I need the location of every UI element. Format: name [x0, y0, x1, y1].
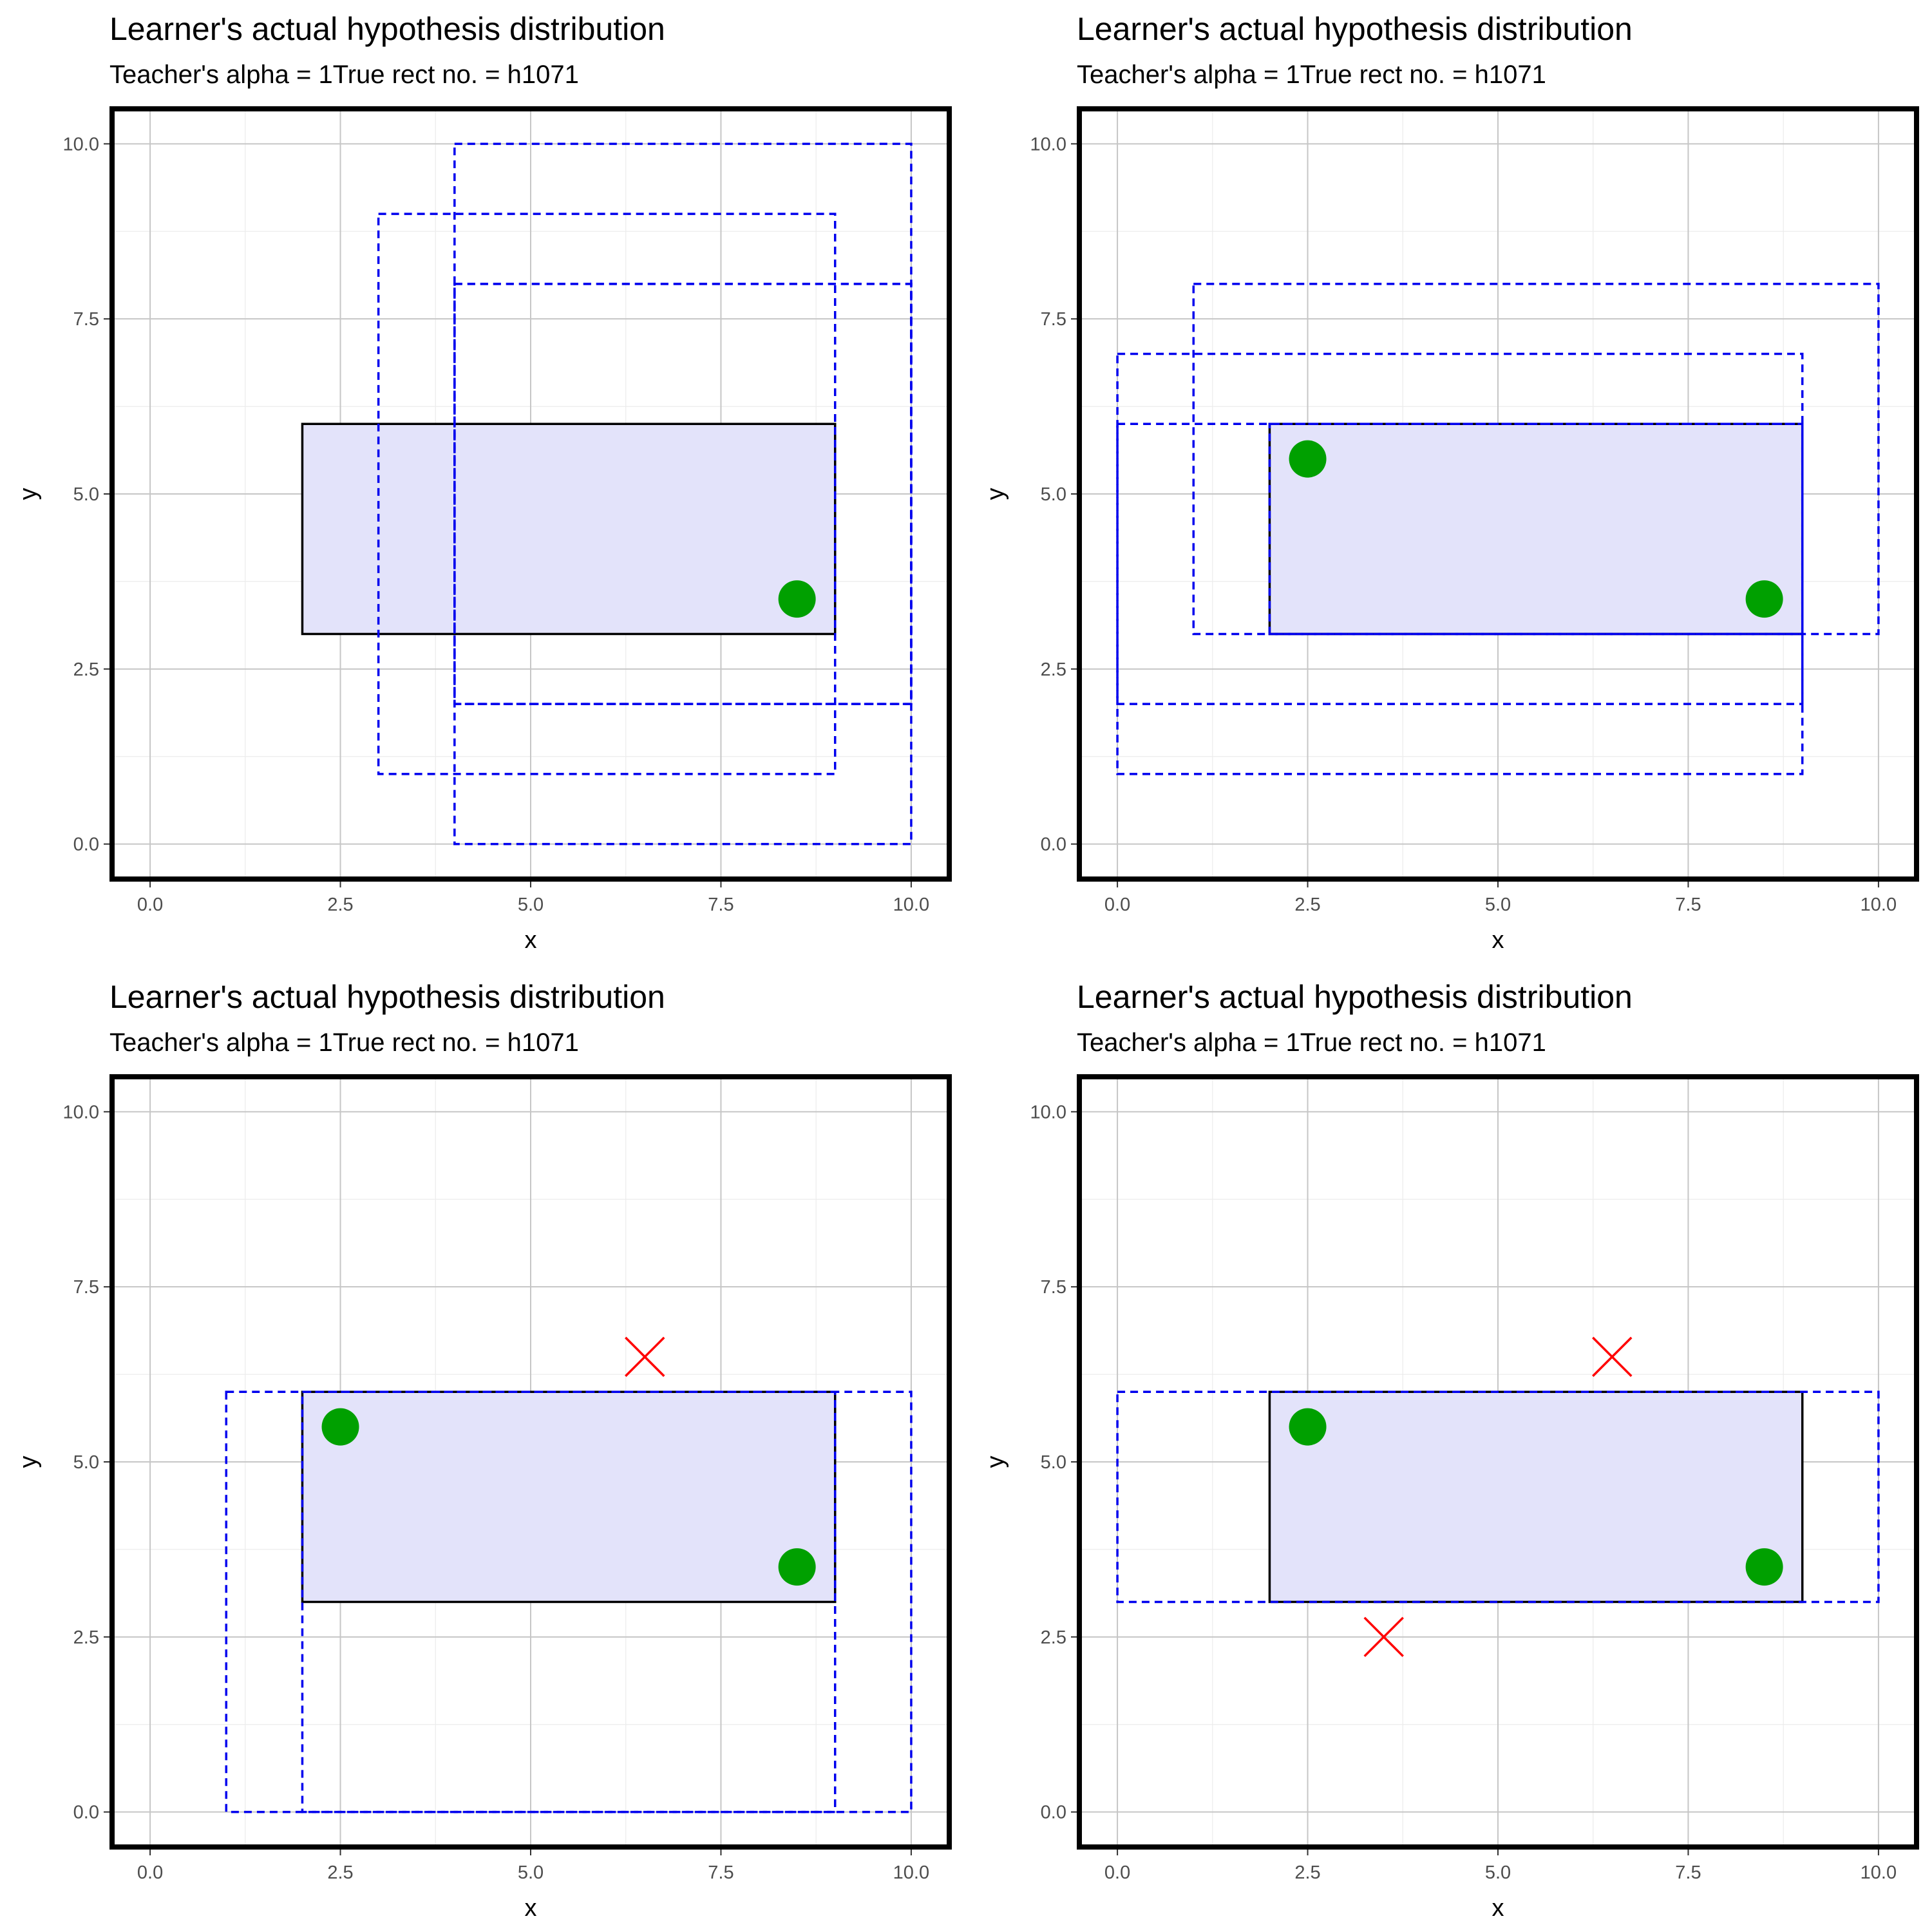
x-tick-label: 5.0: [518, 1862, 544, 1883]
x-tick-label: 2.5: [1294, 1862, 1320, 1883]
x-tick-label: 0.0: [1104, 1862, 1130, 1883]
x-axis-title: x: [1492, 1895, 1504, 1922]
x-tick-label: 10.0: [1861, 895, 1897, 915]
x-tick-label: 5.0: [518, 895, 544, 915]
x-tick-label: 7.5: [708, 1862, 734, 1883]
x-tick-label: 10.0: [1861, 1862, 1897, 1883]
y-tick-label: 7.5: [73, 309, 99, 330]
chart-subtitle: Teacher's alpha = 1True rect no. = h1071: [1077, 1028, 1546, 1057]
x-tick-label: 0.0: [137, 895, 163, 915]
y-axis-title: y: [15, 1456, 42, 1468]
y-tick-label: 2.5: [73, 659, 99, 680]
negative-point: [625, 1336, 665, 1378]
y-tick-label: 10.0: [63, 1102, 99, 1122]
y-tick-label: 5.0: [73, 1452, 99, 1473]
chart-title: Learner's actual hypothesis distribution: [1077, 979, 1633, 1015]
chart-title: Learner's actual hypothesis distribution: [109, 979, 665, 1015]
hypothesis-rectangle: [453, 142, 913, 705]
x-tick-label: 2.5: [1294, 895, 1320, 915]
hypothesis-rectangle: [1192, 283, 1880, 636]
true-rectangle: [1268, 422, 1804, 636]
hypothesis-rectangle: [1116, 1390, 1880, 1604]
x-tick-label: 10.0: [893, 895, 929, 915]
x-tick-label: 2.5: [327, 895, 353, 915]
y-tick-label: 5.0: [1041, 484, 1066, 505]
hypothesis-rectangle: [1116, 422, 1804, 775]
true-rectangle: [301, 422, 837, 636]
y-tick-label: 2.5: [73, 1627, 99, 1648]
positive-point: [1289, 1408, 1327, 1446]
chart-subtitle: Teacher's alpha = 1True rect no. = h1071: [109, 61, 579, 89]
negative-point: [1592, 1336, 1633, 1378]
x-tick-label: 5.0: [1485, 1862, 1511, 1883]
x-tick-label: 0.0: [137, 1862, 163, 1883]
chart-subtitle: Teacher's alpha = 1True rect no. = h1071: [1077, 61, 1546, 89]
y-tick-label: 0.0: [73, 1803, 99, 1823]
y-tick-label: 7.5: [1041, 309, 1066, 330]
chart-title: Learner's actual hypothesis distribution: [1077, 11, 1633, 47]
hypothesis-rectangle: [1268, 422, 1804, 636]
plot-frame: [1077, 1074, 1919, 1850]
positive-point: [778, 580, 816, 618]
positive-point: [1745, 1548, 1783, 1586]
chart-panel-1: Learner's actual hypothesis distribution…: [15, 11, 952, 954]
y-tick-label: 10.0: [1030, 134, 1066, 155]
y-axis-title: y: [982, 488, 1009, 500]
chart-panel-3: Learner's actual hypothesis distribution…: [15, 979, 952, 1922]
positive-point: [1745, 580, 1783, 618]
x-tick-label: 7.5: [1675, 895, 1701, 915]
y-axis-title: y: [982, 1456, 1009, 1468]
chart-panel-4: Learner's actual hypothesis distribution…: [982, 979, 1919, 1922]
x-axis-title: x: [525, 1895, 537, 1922]
chart-subtitle: Teacher's alpha = 1True rect no. = h1071: [109, 1028, 579, 1057]
hypothesis-rectangle: [377, 213, 837, 775]
y-tick-label: 0.0: [1041, 835, 1066, 855]
x-tick-label: 7.5: [1675, 1862, 1701, 1883]
x-tick-label: 10.0: [893, 1862, 929, 1883]
plot-frame: [1077, 106, 1919, 882]
y-tick-label: 0.0: [1041, 1803, 1066, 1823]
plot-frame: [109, 1074, 952, 1850]
positive-point: [1289, 440, 1327, 478]
true-rectangle: [1268, 1390, 1804, 1604]
x-tick-label: 2.5: [327, 1862, 353, 1883]
y-tick-label: 2.5: [1041, 1627, 1066, 1648]
x-axis-title: x: [1492, 927, 1504, 954]
y-tick-label: 7.5: [1041, 1277, 1066, 1298]
y-tick-label: 10.0: [63, 134, 99, 155]
hypothesis-rectangle: [225, 1390, 913, 1814]
y-axis-title: y: [15, 488, 42, 500]
y-tick-label: 0.0: [73, 835, 99, 855]
plot-frame: [109, 106, 952, 882]
chart-panel-2: Learner's actual hypothesis distribution…: [982, 11, 1919, 954]
chart-title: Learner's actual hypothesis distribution: [109, 11, 665, 47]
y-tick-label: 10.0: [1030, 1102, 1066, 1122]
x-tick-label: 7.5: [708, 895, 734, 915]
x-tick-label: 5.0: [1485, 895, 1511, 915]
y-tick-label: 7.5: [73, 1277, 99, 1298]
negative-point: [1363, 1616, 1404, 1658]
y-tick-label: 5.0: [73, 484, 99, 505]
x-tick-label: 0.0: [1104, 895, 1130, 915]
positive-point: [778, 1548, 816, 1586]
y-tick-label: 2.5: [1041, 659, 1066, 680]
positive-point: [321, 1408, 359, 1446]
x-axis-title: x: [525, 927, 537, 954]
y-tick-label: 5.0: [1041, 1452, 1066, 1473]
true-rectangle: [301, 1390, 837, 1604]
